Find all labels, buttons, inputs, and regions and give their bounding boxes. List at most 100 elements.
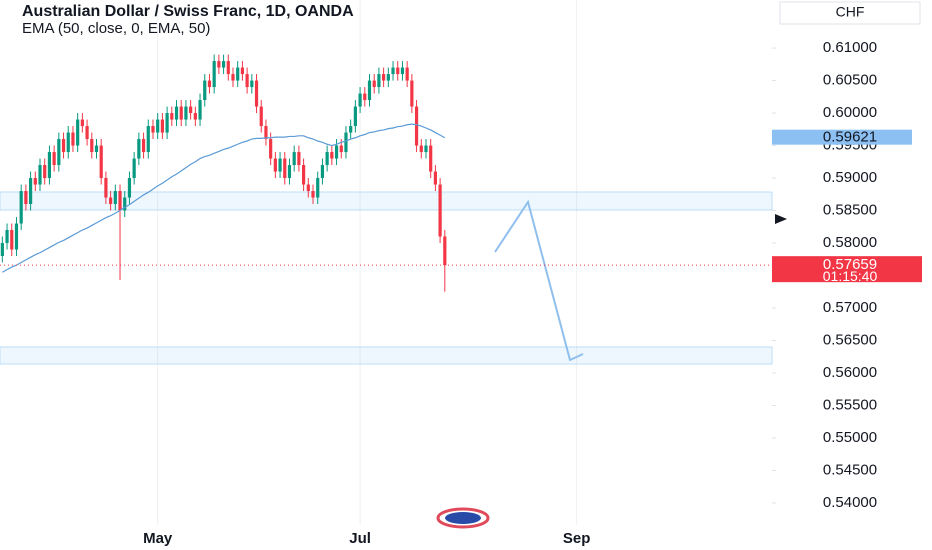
candle-body [259, 106, 263, 127]
countdown-label: 01:15:40 [823, 268, 878, 284]
candle-body [141, 139, 146, 153]
candle-body [99, 145, 103, 179]
x-tick-label: Sep [563, 530, 591, 547]
candle-body [311, 191, 315, 198]
candle-body [198, 100, 202, 120]
candle-body [292, 152, 296, 166]
candle-body [400, 67, 405, 75]
y-tick-label: 0.54500 [823, 461, 877, 478]
candle-body [240, 67, 245, 75]
candle-body [254, 80, 259, 107]
y-tick-label: 0.58000 [823, 234, 877, 251]
candle-body [33, 178, 37, 185]
candle-body [94, 145, 99, 153]
candle-body [19, 191, 23, 224]
candle-body [410, 80, 414, 107]
candle-body [339, 145, 343, 153]
candle-body [429, 145, 433, 172]
candle-body [372, 80, 376, 88]
candle-body [109, 197, 113, 205]
candle-body [179, 106, 183, 120]
candle-body [203, 80, 207, 101]
candle-body [353, 106, 357, 127]
candle-body [71, 132, 75, 146]
y-tick-label: 0.59000 [823, 169, 877, 186]
candle-body [47, 152, 52, 179]
ema-line [2, 123, 446, 273]
candle-body [269, 139, 273, 159]
candle-body [61, 139, 66, 153]
candle-body [414, 106, 419, 146]
candle-body [382, 74, 386, 81]
candle-body [151, 126, 155, 133]
projection-arrow [494, 199, 584, 362]
candle-body [184, 106, 188, 120]
candle-body [123, 197, 127, 211]
candle-body [245, 74, 249, 88]
candle-body [57, 139, 61, 166]
candle-body [386, 74, 390, 81]
candle-body [250, 80, 254, 88]
axis-pointer [775, 214, 787, 224]
candle-body [207, 80, 212, 88]
candle-body [170, 113, 174, 120]
y-tick-label: 0.56000 [823, 364, 877, 381]
candle-body [137, 139, 141, 159]
candle-body [52, 152, 56, 166]
candle-body [0, 243, 4, 257]
candle-body [118, 191, 122, 211]
candle-body [160, 119, 164, 133]
candle-body [236, 67, 240, 81]
candle-body [156, 119, 160, 133]
candle-body [90, 139, 94, 153]
candle-body [278, 158, 282, 172]
candle-body [80, 119, 84, 127]
candle-body [43, 165, 47, 179]
x-tick-label: Jul [349, 530, 371, 547]
candle-body [424, 145, 428, 153]
y-tick-label: 0.60500 [823, 72, 877, 89]
candle-body [127, 178, 132, 198]
zone [0, 191, 773, 211]
candle-body [174, 106, 179, 120]
candle-body [283, 158, 287, 179]
candle-body [189, 106, 193, 114]
candle-body [334, 145, 339, 159]
candle-body [146, 126, 150, 153]
chart-title: Australian Dollar / Swiss Franc, 1D, OAN… [22, 3, 354, 20]
x-tick-label: May [143, 530, 173, 547]
candle-body [443, 236, 447, 266]
watermark-logo [436, 507, 490, 529]
candle-body [358, 93, 362, 107]
candle-body [14, 223, 19, 250]
candle-body [438, 184, 442, 237]
candle-body [66, 132, 70, 153]
logo-flag [445, 512, 481, 524]
candle-body [391, 67, 395, 75]
y-tick-label: 0.54000 [823, 494, 877, 511]
candle-body [165, 113, 169, 133]
candle-body [405, 67, 409, 81]
last-price-label: 0.57659 [823, 256, 877, 273]
y-tick-label: 0.55500 [823, 396, 877, 413]
candle-body [264, 126, 268, 140]
zone [0, 346, 773, 365]
y-tick-label: 0.55000 [823, 429, 877, 446]
candle-body [193, 113, 197, 120]
candle-body [231, 74, 235, 81]
zones [0, 191, 773, 365]
y-tick-label: 0.60000 [823, 104, 877, 121]
candle-body [221, 61, 226, 68]
candle-body [212, 61, 216, 88]
candle-body [24, 191, 28, 205]
ema-value-box [772, 129, 912, 145]
candle-body [38, 165, 42, 185]
candle-body [76, 119, 80, 146]
candle-body [377, 74, 381, 88]
candle-body [325, 152, 329, 166]
candle-body [132, 158, 136, 179]
y-tick-label: 0.58500 [823, 201, 877, 218]
candle-body [330, 152, 334, 159]
